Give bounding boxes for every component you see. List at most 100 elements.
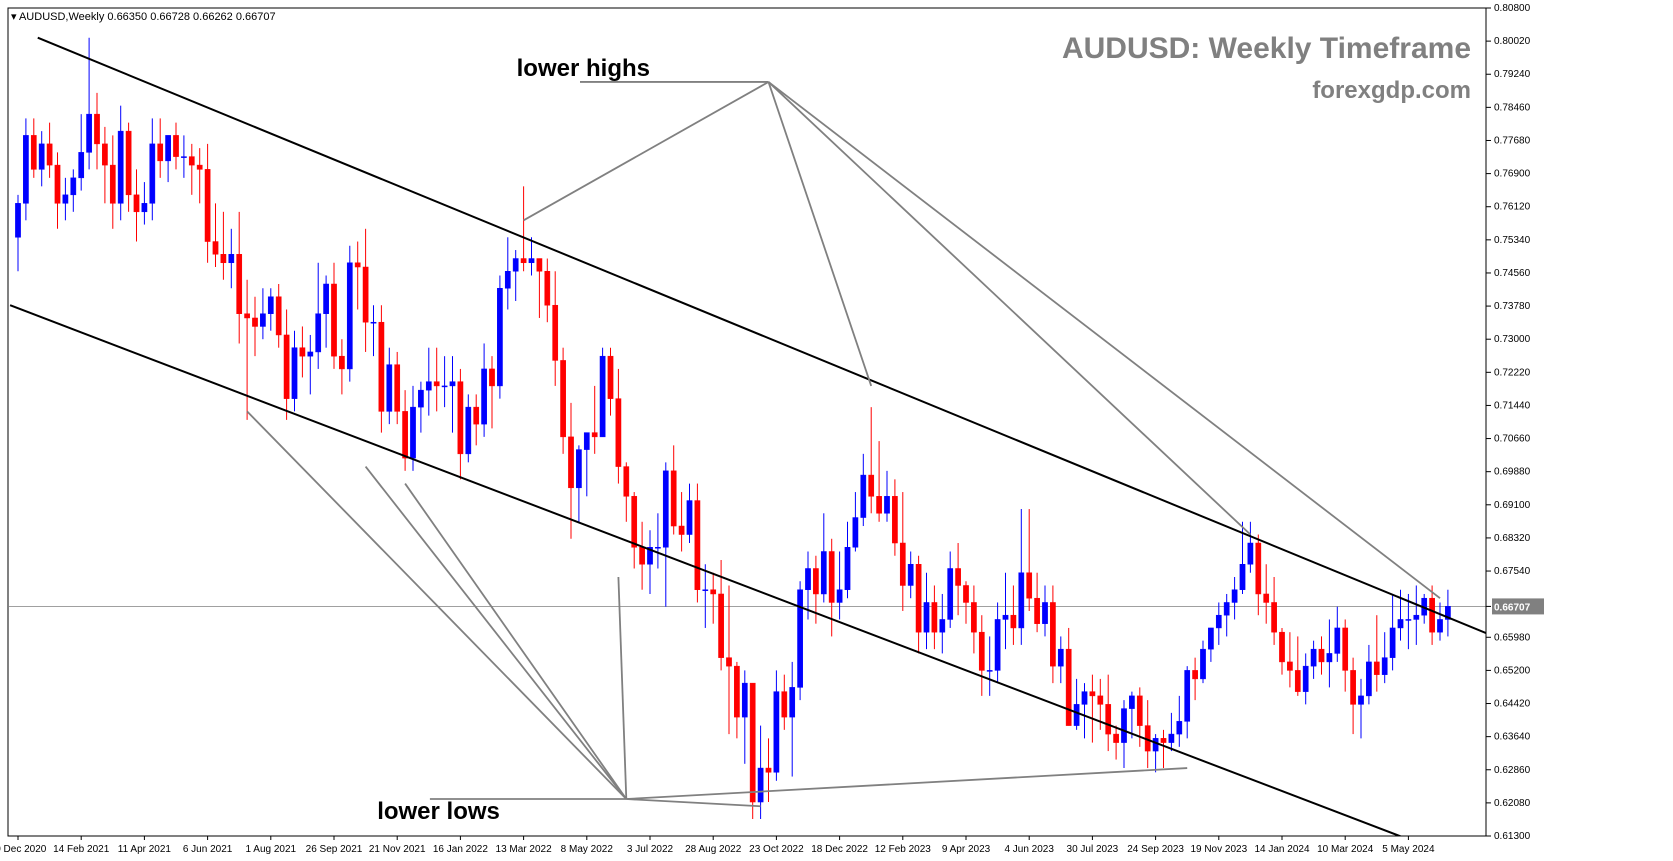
candle-body xyxy=(703,590,708,591)
candle-body xyxy=(1343,628,1348,670)
candle-body xyxy=(418,390,423,407)
yaxis-label: 0.78460 xyxy=(1494,102,1531,113)
candle-body xyxy=(1106,704,1111,734)
candle-body xyxy=(1382,658,1387,675)
candle-body xyxy=(1177,721,1182,734)
candle-body xyxy=(671,471,676,526)
candle-body xyxy=(1129,696,1134,709)
candle-body xyxy=(1169,734,1174,742)
candle-body xyxy=(1240,564,1245,589)
candle-body xyxy=(1114,734,1119,742)
candle-body xyxy=(1232,590,1237,603)
candle-body xyxy=(31,135,36,169)
candle-body xyxy=(142,203,147,211)
candle-body xyxy=(1224,602,1229,615)
candle-body xyxy=(1066,649,1071,725)
candle-body xyxy=(1153,738,1158,751)
xaxis-label: 6 Jun 2021 xyxy=(183,844,233,855)
xaxis-label: 21 Nov 2021 xyxy=(369,844,426,855)
xaxis-label: 14 Jan 2024 xyxy=(1254,844,1309,855)
candle-body xyxy=(758,768,763,802)
yaxis-label: 0.70660 xyxy=(1494,434,1531,445)
candle-body xyxy=(1287,662,1292,670)
xaxis-label: 20 Dec 2020 xyxy=(0,844,47,855)
yaxis-label: 0.71440 xyxy=(1494,400,1531,411)
candle-body xyxy=(355,263,360,267)
candlestick-chart[interactable]: lower highslower lows 0.808000.800200.79… xyxy=(0,0,1673,861)
candle-body xyxy=(1414,615,1419,619)
candle-body xyxy=(284,335,289,399)
candle-body xyxy=(134,195,139,212)
yaxis-label: 0.80800 xyxy=(1494,3,1531,14)
candle-body xyxy=(426,382,431,390)
candle-body xyxy=(197,165,202,169)
candle-body xyxy=(395,365,400,412)
candle-body xyxy=(655,547,660,548)
xaxis-label: 18 Dec 2022 xyxy=(811,844,868,855)
candle-body xyxy=(971,602,976,632)
candle-body xyxy=(158,144,163,161)
candle-body xyxy=(276,297,281,335)
candle-body xyxy=(695,501,700,590)
candle-body xyxy=(1003,615,1008,619)
candle-body xyxy=(948,568,953,619)
candle-body xyxy=(750,683,755,802)
candle-body xyxy=(1358,696,1363,704)
candle-body xyxy=(213,242,218,255)
candle-body xyxy=(150,144,155,203)
candle-body xyxy=(900,543,905,585)
candle-body xyxy=(221,254,226,262)
yaxis-label: 0.76900 xyxy=(1494,169,1531,180)
candle-body xyxy=(1279,632,1284,662)
candle-body xyxy=(434,382,439,386)
candle-body xyxy=(829,552,834,603)
candle-body xyxy=(1090,692,1095,696)
candle-body xyxy=(316,314,321,352)
candle-body xyxy=(726,658,731,666)
candle-body xyxy=(1200,649,1205,679)
chart-title: AUDUSD: Weekly Timeframe xyxy=(1062,32,1471,65)
yaxis-label: 0.62860 xyxy=(1494,765,1531,776)
xaxis-label: 24 Sep 2023 xyxy=(1127,844,1184,855)
candle-body xyxy=(837,590,842,603)
candle-body xyxy=(798,590,803,688)
yaxis-label: 0.73000 xyxy=(1494,334,1531,345)
candle-body xyxy=(1398,619,1403,627)
candle-body xyxy=(1437,619,1442,632)
candle-body xyxy=(1027,573,1032,598)
candle-body xyxy=(932,602,937,632)
candle-body xyxy=(1319,649,1324,662)
xaxis-label: 13 Mar 2022 xyxy=(496,844,553,855)
candle-body xyxy=(995,619,1000,670)
candle-body xyxy=(632,496,637,547)
annotation-label: lower highs xyxy=(517,55,650,82)
candle-body xyxy=(363,267,368,322)
candle-body xyxy=(979,632,984,670)
yaxis-label: 0.68320 xyxy=(1494,533,1531,544)
candle-body xyxy=(616,399,621,467)
yaxis-label: 0.79240 xyxy=(1494,69,1531,80)
yaxis-label: 0.77680 xyxy=(1494,135,1531,146)
xaxis-label: 14 Feb 2021 xyxy=(53,844,110,855)
xaxis-label: 16 Jan 2022 xyxy=(433,844,488,855)
candle-body xyxy=(1193,670,1198,678)
candle-body xyxy=(782,692,787,717)
candle-body xyxy=(331,284,336,356)
candle-body xyxy=(497,288,502,386)
candle-body xyxy=(55,165,60,203)
candle-body xyxy=(1264,594,1269,602)
candle-body xyxy=(1098,696,1103,704)
candle-body xyxy=(324,284,329,314)
candle-body xyxy=(94,114,99,144)
yaxis-label: 0.72220 xyxy=(1494,367,1531,378)
candle-body xyxy=(110,165,115,203)
candle-body xyxy=(908,564,913,585)
xaxis-label: 11 Apr 2021 xyxy=(118,844,172,855)
candle-body xyxy=(173,135,178,156)
candle-body xyxy=(1042,602,1047,623)
candle-body xyxy=(1351,670,1356,704)
candle-body xyxy=(592,433,597,437)
candle-body xyxy=(1327,653,1332,661)
candle-body xyxy=(505,271,510,288)
candle-body xyxy=(553,305,558,360)
